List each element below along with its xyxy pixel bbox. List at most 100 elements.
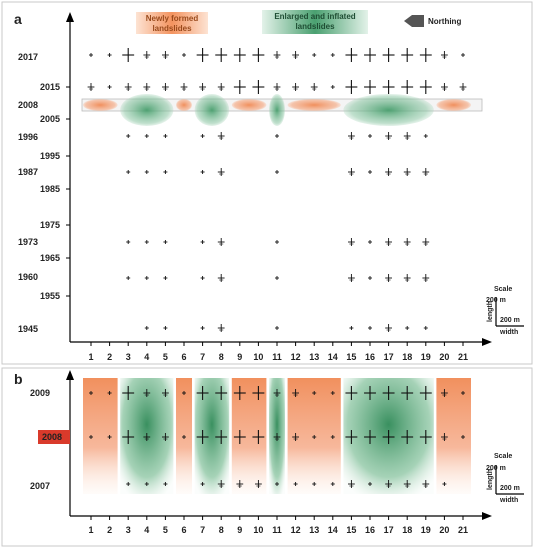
cross-marker [199,83,206,91]
cross-marker [330,435,335,439]
cross-marker [163,276,168,280]
x-tick-label: 12 [291,352,301,362]
cross-marker [273,389,281,397]
x-tick-label: 11 [272,525,282,535]
cross-marker [163,170,168,174]
panel-b-scale-width-value: 200 m [500,485,520,492]
x-tick-label: 10 [253,352,263,362]
cross-marker [310,83,318,91]
x-tick-label: 17 [384,525,394,535]
cross-marker [441,389,448,397]
enlarged-patch [194,94,230,126]
panel-a-frame [1,1,533,365]
cross-marker [273,83,281,91]
cross-marker [292,51,299,59]
cross-marker [126,276,131,280]
cross-marker [275,170,279,174]
x-tick-label: 2 [107,525,112,535]
cross-marker [196,48,209,62]
panel-a-year-1987: 1987 [18,167,38,177]
panel-b-cross-markers [89,386,465,488]
newly-formed-patch [176,99,192,111]
cross-marker [368,134,372,138]
cross-marker [364,80,376,94]
panel-a-x-arrow-icon [482,338,492,346]
cross-marker [349,326,354,330]
cross-marker [200,482,205,486]
cross-marker [144,134,149,138]
cross-marker [233,80,246,94]
cross-marker [364,48,376,62]
legend-enlarged-line1: Enlarged and inflated [274,12,355,21]
x-tick-label: 13 [309,525,319,535]
x-tick-label: 15 [346,352,356,362]
cross-marker [423,326,428,330]
panel-a-axis-1985: 1985 [40,184,60,194]
x-tick-label: 12 [291,525,301,535]
panel-b-scale-length-label: length [487,469,494,490]
cross-marker [162,433,169,441]
cross-marker [419,48,432,62]
x-tick-label: 20 [439,352,449,362]
x-tick-label: 11 [272,352,282,362]
cross-marker [252,80,265,94]
panel-a-year-1960: 1960 [18,272,38,282]
newly-formed-patch [287,99,341,111]
cross-marker [459,83,467,91]
panel-b-year-2008-highlight [38,430,70,444]
cross-marker [292,433,299,441]
cross-marker [382,48,395,62]
cross-marker [419,80,432,94]
cross-marker [143,433,151,441]
cross-marker [143,51,151,59]
panel-b-x-ticks: 1 2 3 4 5 6 7 8 9 10 11 12 13 14 15 16 17 18 19 20 21 [88,516,468,535]
cross-marker [348,480,355,488]
panel-a-axis-1965: 1965 [40,253,60,263]
cross-marker [405,326,410,330]
panel-a-year-1973: 1973 [18,237,38,247]
cross-marker [200,276,205,280]
cross-marker [122,386,135,400]
cross-marker [163,134,168,138]
cross-marker [126,170,131,174]
cross-marker [144,240,149,244]
cross-marker [275,134,279,138]
x-tick-label: 16 [365,352,375,362]
cross-marker [180,83,188,91]
panel-b-year-2007: 2007 [30,481,50,491]
x-tick-label: 20 [439,525,449,535]
panel-b-scale-length-value: 200 m [486,465,506,472]
x-tick-label: 1 [88,352,93,362]
x-tick-label: 19 [421,525,431,535]
cross-marker [401,386,414,400]
cross-marker [364,386,376,400]
cross-marker [345,80,358,94]
cross-marker [217,480,225,488]
cross-marker [215,48,228,62]
x-tick-label: 6 [181,352,186,362]
cross-marker [236,480,244,488]
cross-marker [442,482,447,486]
cross-marker [252,430,265,444]
x-tick-label: 18 [402,525,412,535]
cross-marker [368,240,372,244]
cross-marker [144,170,149,174]
cross-marker [345,386,358,400]
cross-marker [385,132,392,140]
panel-a-year-1996: 1996 [18,132,38,142]
cross-marker [423,134,428,138]
cross-marker [368,276,372,280]
cross-marker [422,274,430,282]
cross-marker [385,238,392,246]
x-tick-label: 14 [328,352,338,362]
x-tick-label: 17 [384,352,394,362]
x-tick-label: 9 [237,352,242,362]
cross-marker [162,389,169,397]
x-tick-label: 8 [219,525,224,535]
x-tick-label: 19 [421,352,431,362]
x-tick-label: 18 [402,352,412,362]
cross-marker [273,433,281,441]
cross-marker [273,51,281,59]
cross-marker [348,238,355,246]
cross-marker [200,240,205,244]
